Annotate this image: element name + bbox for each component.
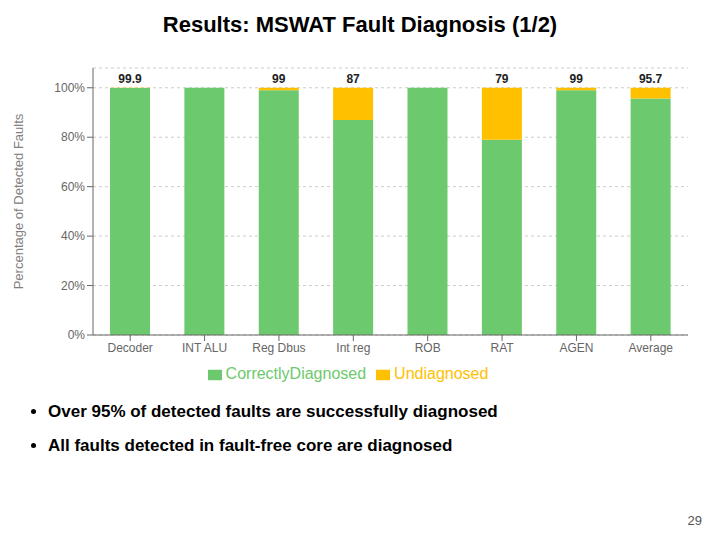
svg-text:Reg Dbus: Reg Dbus (252, 341, 305, 355)
svg-text:100%: 100% (54, 81, 85, 95)
html-text:Undiagnosed: Undiagnosed (394, 365, 489, 382)
svg-text:RAT: RAT (491, 341, 515, 355)
svg-text:INT ALU: INT ALU (182, 341, 227, 355)
svg-text:Average: Average (629, 341, 674, 355)
svg-text:20%: 20% (61, 279, 85, 293)
html-text:CorrectlyDiagnosed: CorrectlyDiagnosed (225, 365, 367, 382)
svg-text:0%: 0% (68, 328, 86, 342)
svg-text:Decoder: Decoder (108, 341, 153, 355)
svg-text:99: 99 (570, 72, 584, 86)
svg-text:80%: 80% (61, 130, 85, 144)
svg-text:Percentage of Detected Faults: Percentage of Detected Faults (11, 113, 26, 289)
html-text:Over 95% of detected faults ar: Over 95% of detected faults are successf… (48, 402, 498, 421)
svg-text:79: 79 (495, 72, 509, 86)
svg-text:99: 99 (272, 72, 286, 86)
svg-text:40%: 40% (61, 229, 85, 243)
svg-text:87: 87 (346, 72, 360, 86)
svg-text:ROB: ROB (415, 341, 441, 355)
html-text:29: 29 (687, 513, 702, 528)
svg-text:95.7: 95.7 (639, 72, 663, 86)
svg-text:AGEN: AGEN (559, 341, 593, 355)
html-text:All faults detected in fault-f: All faults detected in fault-free core a… (48, 436, 453, 455)
html-text:Results: MSWAT Fault Diagnosis: Results: MSWAT Fault Diagnosis (1/2) (162, 12, 558, 37)
svg-text:60%: 60% (61, 180, 85, 194)
svg-text:Int reg: Int reg (336, 341, 370, 355)
svg-text:99.9: 99.9 (118, 72, 142, 86)
